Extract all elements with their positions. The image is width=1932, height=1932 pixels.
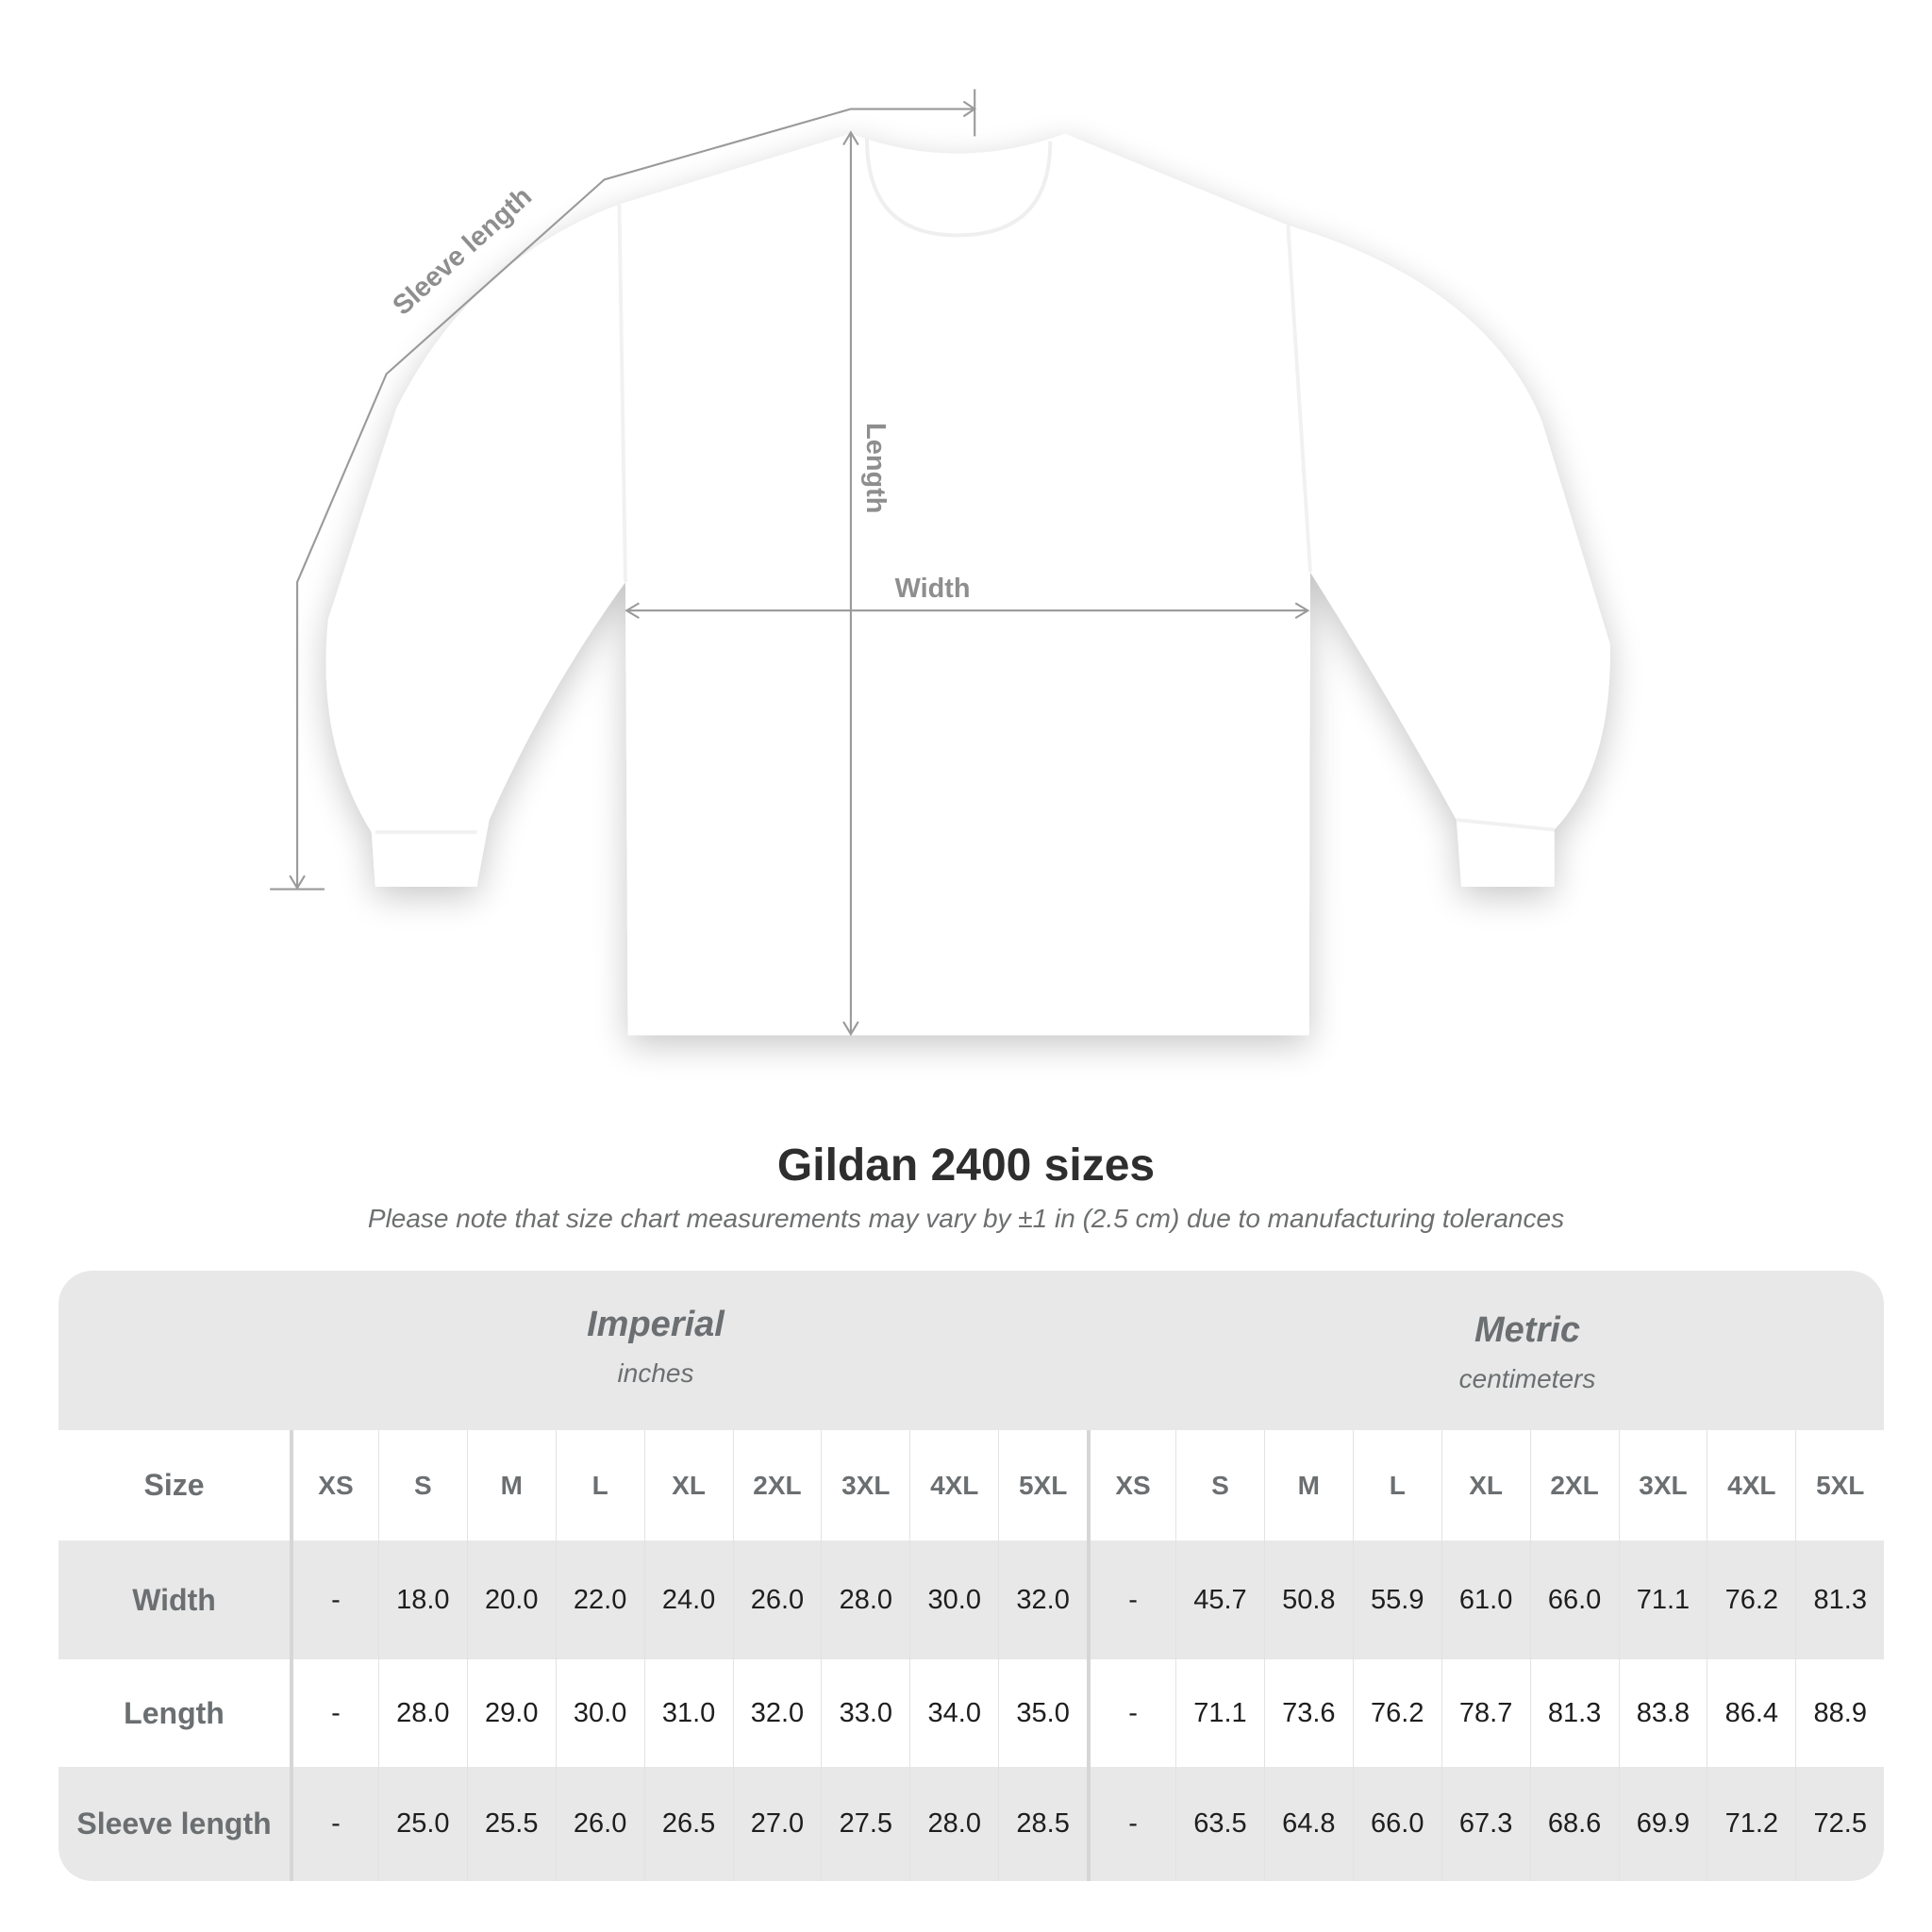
metric-value-cell: 68.6 xyxy=(1529,1767,1619,1881)
metric-value-cell: 76.2 xyxy=(1352,1659,1441,1767)
imperial-value-cell: 31.0 xyxy=(643,1659,733,1767)
imperial-size-header: S xyxy=(377,1430,467,1541)
metric-value-cell: 50.8 xyxy=(1263,1541,1353,1659)
imperial-value-cell: 27.0 xyxy=(732,1767,822,1881)
shirt-collar xyxy=(865,139,1053,238)
imperial-value-cell: 27.5 xyxy=(821,1767,909,1881)
imperial-size-header: 3XL xyxy=(821,1430,909,1541)
imperial-value-cell: 33.0 xyxy=(821,1659,909,1767)
metric-header: Metric centimeters xyxy=(1150,1310,1884,1394)
imperial-value-cell: 32.0 xyxy=(998,1541,1087,1659)
metric-value-cell: 67.3 xyxy=(1441,1767,1530,1881)
imperial-size-header: 5XL xyxy=(998,1430,1087,1541)
width-label: Width xyxy=(895,574,971,604)
table-row: Length -28.0 29.0 30.0 31.0 32.0 33.0 34.0 35.0-… xyxy=(58,1659,1884,1767)
metric-size-header: 3XL xyxy=(1618,1430,1707,1541)
imperial-value-cell: 26.0 xyxy=(555,1767,644,1881)
metric-value-cell: 55.9 xyxy=(1352,1541,1441,1659)
metric-value-cell: 66.0 xyxy=(1352,1767,1441,1881)
length-label: Length xyxy=(860,423,891,513)
row-label: Sleeve length xyxy=(76,1807,272,1840)
metric-value-cell: 81.3 xyxy=(1529,1659,1619,1767)
metric-value-cell: 73.6 xyxy=(1263,1659,1353,1767)
imperial-size-header: XS xyxy=(290,1430,378,1541)
imperial-size-header: XL xyxy=(643,1430,733,1541)
metric-size-header: XS xyxy=(1087,1430,1175,1541)
page-title: Gildan 2400 sizes xyxy=(776,1141,1156,1191)
unit-header-band: Imperial inches Metric centimeters xyxy=(58,1271,1884,1430)
size-chart-table: Imperial inches Metric centimeters Size X… xyxy=(58,1271,1884,1881)
metric-value-cell: 83.8 xyxy=(1618,1659,1707,1767)
imperial-value-cell: 26.0 xyxy=(732,1541,822,1659)
metric-value-cell: 61.0 xyxy=(1441,1541,1530,1659)
imperial-value-cell: 30.0 xyxy=(555,1659,644,1767)
imperial-value-cell: 29.0 xyxy=(466,1659,556,1767)
imperial-value-cell: - xyxy=(290,1659,378,1767)
imperial-value-cell: 28.0 xyxy=(821,1541,909,1659)
metric-value-cell: 63.5 xyxy=(1175,1767,1264,1881)
metric-value-cell: - xyxy=(1087,1659,1175,1767)
metric-size-header: M xyxy=(1263,1430,1353,1541)
imperial-value-cell: 18.0 xyxy=(377,1541,467,1659)
imperial-value-cell: 32.0 xyxy=(732,1659,822,1767)
imperial-value-cell: - xyxy=(290,1767,378,1881)
imperial-value-cell: 20.0 xyxy=(466,1541,556,1659)
metric-value-cell: - xyxy=(1087,1767,1175,1881)
imperial-size-header: 2XL xyxy=(732,1430,822,1541)
metric-value-cell: 86.4 xyxy=(1707,1659,1795,1767)
imperial-size-header: L xyxy=(555,1430,644,1541)
metric-title: Metric xyxy=(1474,1310,1580,1350)
metric-size-header: 5XL xyxy=(1795,1430,1884,1541)
metric-value-cell: - xyxy=(1087,1541,1175,1659)
long-sleeve-shirt xyxy=(325,133,1610,1036)
imperial-value-cell: 28.0 xyxy=(909,1767,998,1881)
metric-size-header: XL xyxy=(1441,1430,1530,1541)
shirt-seams xyxy=(375,204,1555,835)
imperial-value-cell: 25.5 xyxy=(466,1767,556,1881)
metric-value-cell: 71.1 xyxy=(1618,1541,1707,1659)
metric-value-cell: 76.2 xyxy=(1707,1541,1795,1659)
metric-value-cell: 78.7 xyxy=(1441,1659,1530,1767)
metric-size-header: 4XL xyxy=(1707,1430,1795,1541)
table-row: Width -18.0 20.0 22.0 24.0 26.0 28.0 30.0 32.0-4… xyxy=(58,1541,1884,1659)
imperial-value-cell: 28.5 xyxy=(998,1767,1087,1881)
row-label: Width xyxy=(132,1582,216,1617)
sleeve-length-arrow xyxy=(296,108,975,887)
metric-value-cell: 71.2 xyxy=(1707,1767,1795,1881)
metric-size-header: L xyxy=(1352,1430,1441,1541)
imperial-value-cell: 25.0 xyxy=(377,1767,467,1881)
imperial-value-cell: 34.0 xyxy=(909,1659,998,1767)
imperial-size-header: M xyxy=(466,1430,556,1541)
imperial-size-header: 4XL xyxy=(909,1430,998,1541)
metric-value-cell: 81.3 xyxy=(1795,1541,1884,1659)
metric-value-cell: 64.8 xyxy=(1263,1767,1353,1881)
imperial-value-cell: 28.0 xyxy=(377,1659,467,1767)
imperial-unit: inches xyxy=(617,1358,694,1388)
metric-value-cell: 71.1 xyxy=(1175,1659,1264,1767)
tolerance-note: Please note that size chart measurements… xyxy=(367,1204,1565,1233)
metric-size-header: S xyxy=(1175,1430,1264,1541)
imperial-value-cell: 26.5 xyxy=(643,1767,733,1881)
metric-unit: centimeters xyxy=(1458,1364,1596,1393)
metric-value-cell: 45.7 xyxy=(1175,1541,1264,1659)
imperial-value-cell: 35.0 xyxy=(998,1659,1087,1767)
imperial-value-cell: 30.0 xyxy=(909,1541,998,1659)
metric-value-cell: 88.9 xyxy=(1795,1659,1884,1767)
imperial-value-cell: 24.0 xyxy=(643,1541,733,1659)
metric-value-cell: 66.0 xyxy=(1529,1541,1619,1659)
size-header-row: Size XS S M L XL 2XL 3XL 4XL 5XL XS S M L XL 2XL 3XL 4XL 5… xyxy=(58,1430,1884,1541)
imperial-title: Imperial xyxy=(587,1305,724,1344)
row-label: Length xyxy=(124,1695,225,1730)
table-row: Sleeve length -25.0 25.5 26.0 26.5 27.0 27.5 28… xyxy=(58,1767,1884,1881)
metric-size-header: 2XL xyxy=(1529,1430,1619,1541)
imperial-value-cell: - xyxy=(290,1541,378,1659)
metric-value-cell: 72.5 xyxy=(1795,1767,1884,1881)
imperial-value-cell: 22.0 xyxy=(555,1541,644,1659)
metric-value-cell: 69.9 xyxy=(1618,1767,1707,1881)
imperial-header: Imperial inches xyxy=(278,1305,1033,1389)
size-label: Size xyxy=(143,1468,205,1502)
